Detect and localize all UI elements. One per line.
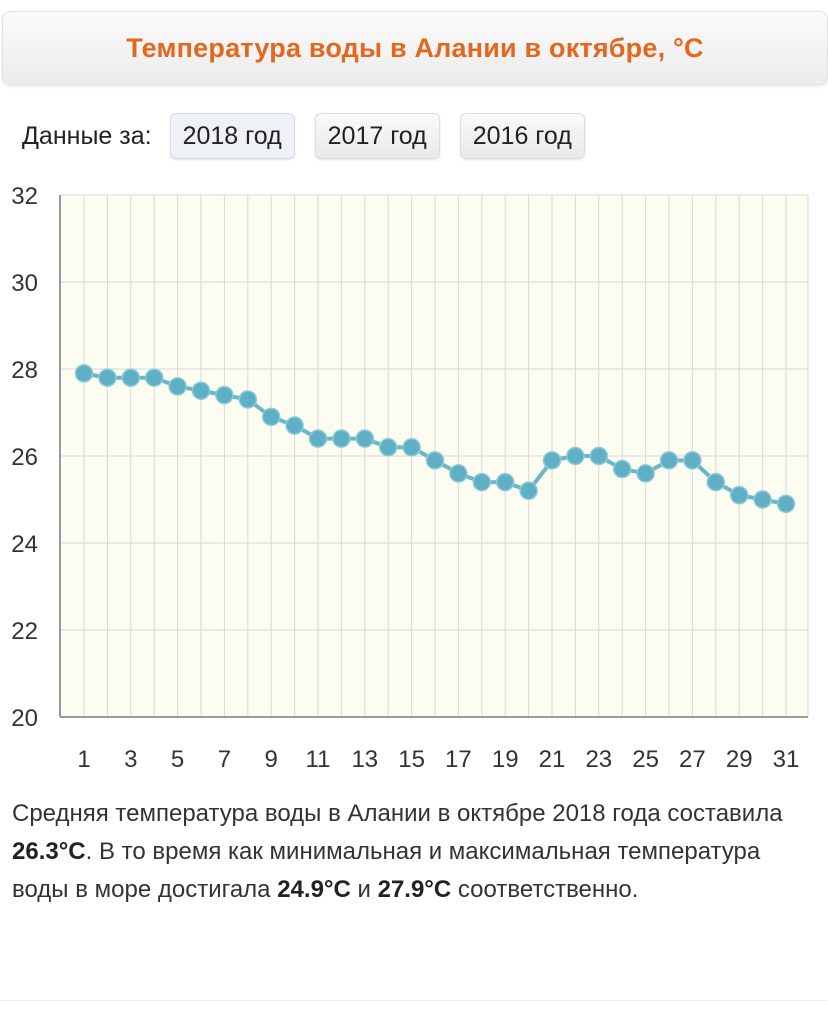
data-point	[402, 438, 421, 457]
y-tick-label: 28	[11, 357, 38, 384]
year-selector-label: Данные за:	[22, 121, 152, 150]
data-point	[683, 451, 702, 470]
min-temperature: 24.9°C	[277, 876, 351, 903]
y-tick-label: 32	[11, 183, 38, 210]
x-tick-label: 31	[773, 746, 800, 773]
x-tick-label: 27	[679, 746, 706, 773]
year-selector: Данные за: 2018 год 2017 год 2016 год	[22, 112, 605, 160]
data-point	[659, 451, 679, 470]
data-point	[238, 390, 258, 409]
avg-temperature: 26.3°C	[12, 838, 86, 865]
x-tick-label: 19	[492, 746, 519, 773]
summary-part-1: Средняя температура воды в Алании в октя…	[12, 800, 783, 827]
x-tick-label: 3	[124, 746, 137, 773]
data-point	[636, 464, 655, 483]
x-tick-label: 13	[351, 746, 378, 773]
title-bar: Температура воды в Алании в октябре, °C	[2, 11, 828, 85]
x-tick-label: 21	[539, 746, 566, 773]
summary-part-3: и	[350, 876, 378, 903]
summary-part-2: . В то время как минимальная и максималь…	[12, 838, 761, 903]
summary-part-4: соответственно.	[451, 876, 639, 903]
y-tick-label: 30	[11, 270, 38, 297]
data-point	[776, 494, 796, 514]
x-tick-label: 17	[445, 746, 472, 773]
data-point	[144, 368, 164, 387]
data-point	[425, 451, 445, 470]
data-point	[706, 472, 726, 492]
data-point	[519, 481, 538, 501]
data-point	[566, 446, 585, 466]
year-2016-button[interactable]: 2016 год	[459, 113, 585, 159]
data-point	[542, 451, 562, 470]
data-point	[612, 459, 632, 479]
y-tick-label: 20	[11, 705, 38, 732]
summary-text: Средняя температура воды в Алании в октя…	[12, 795, 812, 909]
x-tick-label: 9	[265, 746, 278, 773]
x-tick-label: 1	[77, 746, 90, 773]
y-tick-label: 22	[11, 618, 38, 645]
data-point	[495, 472, 515, 492]
data-point	[261, 407, 281, 427]
data-point	[472, 472, 492, 492]
data-point	[98, 368, 117, 387]
y-tick-label: 24	[11, 531, 38, 558]
data-point	[332, 429, 351, 448]
data-point	[308, 429, 328, 448]
data-point	[285, 416, 304, 435]
data-point	[191, 381, 211, 400]
data-point	[449, 464, 468, 483]
x-tick-label: 23	[585, 746, 612, 773]
x-tick-label: 25	[632, 746, 659, 773]
x-tick-label: 5	[171, 746, 184, 773]
data-point	[74, 364, 94, 383]
page-title: Температура воды в Алании в октябре, °C	[126, 32, 704, 63]
max-temperature: 27.9°C	[377, 876, 452, 903]
bottom-divider	[0, 1000, 828, 1001]
data-point	[121, 368, 141, 387]
data-point	[168, 377, 187, 396]
data-point	[215, 385, 234, 405]
data-point	[753, 490, 772, 509]
x-tick-label: 11	[306, 746, 331, 773]
data-point	[355, 429, 375, 448]
year-2018-button[interactable]: 2018 год	[169, 113, 295, 159]
x-tick-label: 7	[218, 746, 231, 773]
data-point	[378, 438, 398, 457]
y-tick-label: 26	[11, 444, 38, 471]
x-tick-label: 15	[398, 746, 425, 773]
year-2017-button[interactable]: 2017 год	[314, 113, 440, 159]
data-point	[729, 485, 749, 505]
x-tick-label: 29	[726, 746, 753, 773]
data-point	[589, 446, 609, 466]
